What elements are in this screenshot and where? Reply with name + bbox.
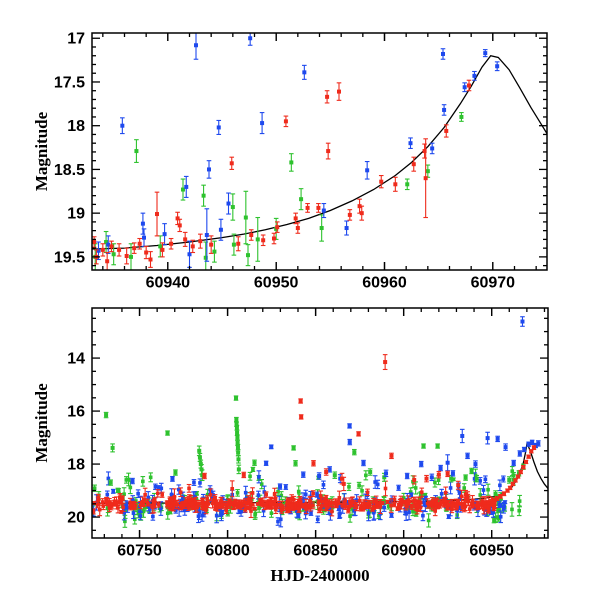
top-panel-frame [91, 32, 548, 271]
bottom-y-axis-title: Magnitude [32, 383, 51, 463]
x-tick-label: 60750 [117, 543, 162, 560]
y-tick-label: 17.5 [54, 74, 85, 91]
top-panel: 60940 60950 60960 60970 17 17.5 18 18.5 19 19.5 [54, 31, 548, 292]
bottom-panel: 60750 60800 60850 60900 60950 14 16 18 20 [67, 307, 549, 560]
top-y-axis-title: Magnitude [32, 111, 51, 191]
bottom-series-red [202, 354, 537, 504]
y-tick-label: 14 [67, 351, 85, 368]
top-tick-labels: 60940 60950 60960 60970 17 17.5 18 18.5 19 19.5 [54, 31, 515, 292]
x-tick-label: 60940 [146, 275, 191, 292]
bottom-panel-frame [91, 307, 549, 539]
x-tick-label: 60950 [254, 275, 299, 292]
top-axis-ticks [92, 33, 547, 270]
y-tick-label: 17 [67, 31, 85, 48]
top-model-curve [92, 54, 547, 250]
top-series-green [92, 112, 464, 270]
x-tick-label: 60850 [293, 543, 338, 560]
bottom-series-green [103, 395, 526, 498]
x-tick-label: 60970 [471, 275, 516, 292]
y-tick-label: 18 [67, 118, 85, 135]
y-tick-label: 19.5 [54, 249, 85, 266]
y-tick-label: 18 [67, 457, 85, 474]
top-panel-data [92, 33, 547, 270]
y-tick-label: 16 [67, 404, 85, 421]
y-tick-label: 18.5 [54, 162, 85, 179]
bottom-series-blue [130, 316, 541, 490]
y-tick-label: 20 [67, 510, 85, 527]
x-tick-label: 60960 [362, 275, 407, 292]
bottom-noise-red [92, 480, 492, 519]
x-tick-label: 60900 [381, 543, 426, 560]
bottom-tick-labels: 60750 60800 60850 60900 60950 14 16 18 20 [67, 351, 514, 560]
top-series-red [92, 79, 472, 270]
generated-plot-content: 60940 60950 60960 609701717.51818.51919.560… [54, 31, 549, 560]
x-tick-label: 60950 [469, 543, 514, 560]
bottom-panel-data [92, 316, 548, 528]
x-tick-label: 60800 [205, 543, 250, 560]
y-tick-label: 19 [67, 206, 85, 223]
x-axis-title: HJD-2400000 [270, 566, 369, 585]
bottom-axis-ticks [92, 308, 548, 538]
top-series-blue [96, 33, 500, 268]
